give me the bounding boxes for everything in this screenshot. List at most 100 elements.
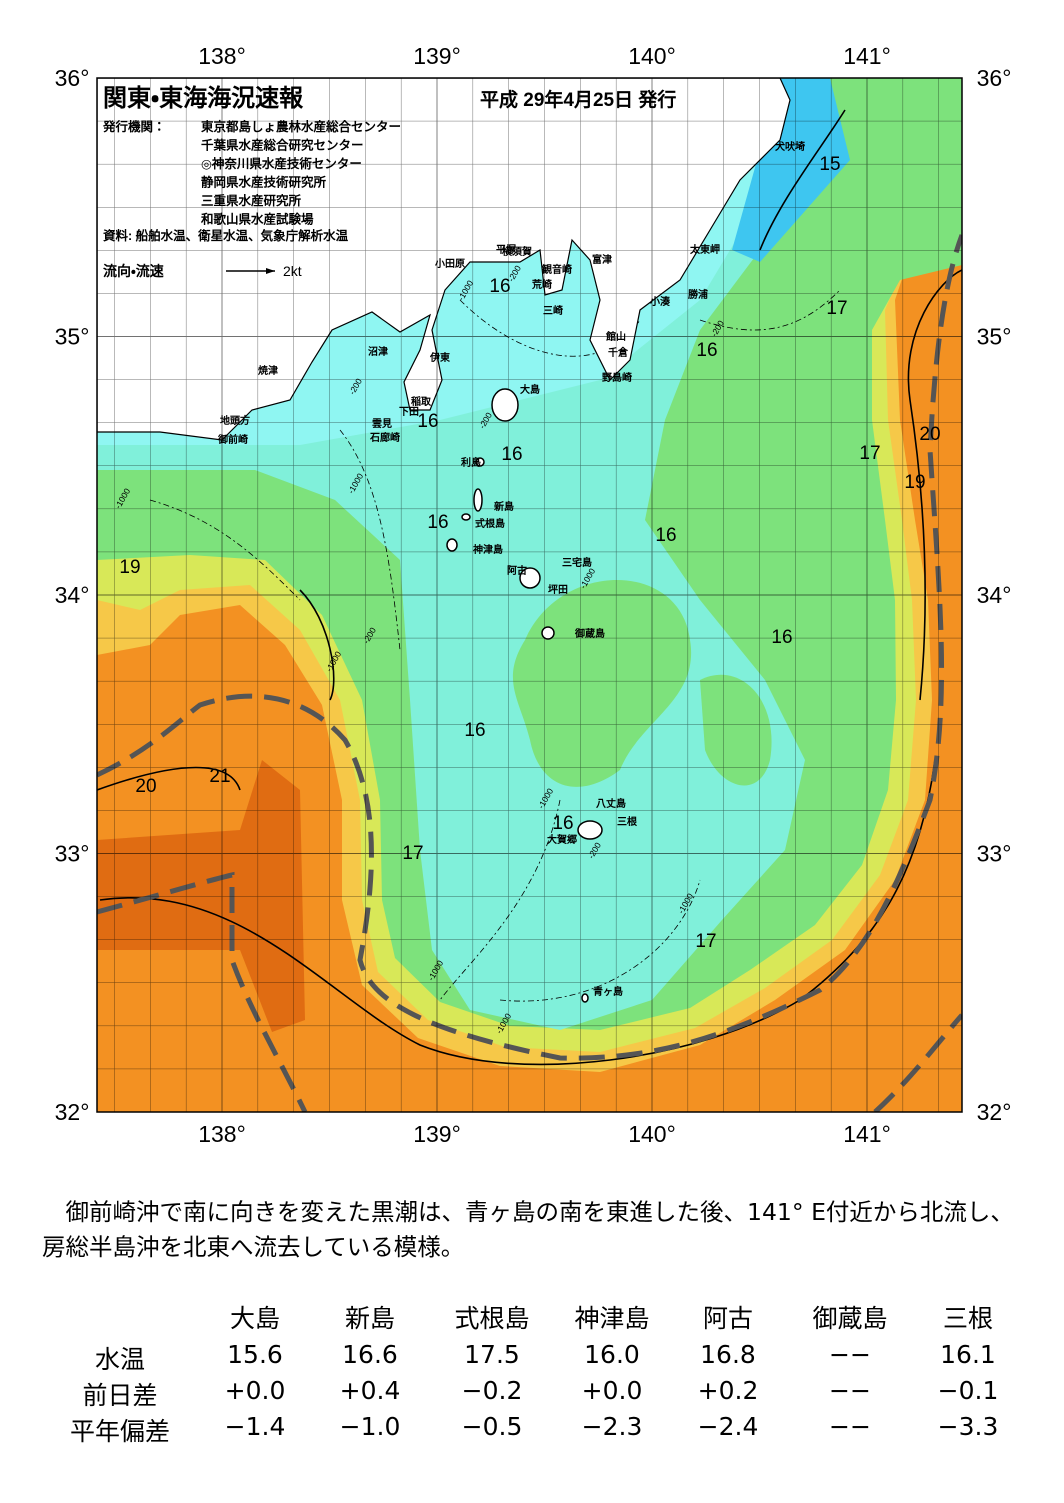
table-cell: −0.2 bbox=[461, 1376, 523, 1405]
place-name: 野島崎 bbox=[602, 371, 632, 384]
place-name: 式根島 bbox=[475, 517, 505, 530]
table-cell: −1.4 bbox=[224, 1412, 286, 1441]
isotherm-label: 16 bbox=[552, 813, 573, 834]
place-name: 勝浦 bbox=[688, 288, 708, 301]
column-header: 新島 bbox=[344, 1304, 395, 1333]
place-name: 御蔵島 bbox=[574, 627, 605, 640]
place-name: 三崎 bbox=[543, 304, 563, 317]
place-name: 富津 bbox=[592, 253, 612, 266]
place-name: 犬吠埼 bbox=[775, 140, 805, 153]
isotherm-label: 16 bbox=[427, 512, 448, 533]
latitude-label: 32° bbox=[55, 1099, 90, 1125]
table-cell: −0.1 bbox=[937, 1376, 999, 1405]
table-cell: −− bbox=[829, 1412, 871, 1441]
issue-date: 平成 29年4月25日 発行 bbox=[480, 88, 676, 111]
latitude-label: 36° bbox=[977, 65, 1012, 91]
place-name: 三根 bbox=[617, 815, 638, 828]
place-name: 利島 bbox=[461, 456, 481, 469]
publisher-label: 発行機関： bbox=[102, 119, 166, 134]
publisher: 東京都島しょ農林水産総合センター bbox=[201, 119, 401, 134]
isotherm-label: 19 bbox=[119, 557, 140, 578]
isotherm-label: 16 bbox=[655, 525, 676, 546]
table-cell: −− bbox=[829, 1376, 871, 1405]
place-name: 小湊 bbox=[649, 295, 671, 308]
isotherm-label: 21 bbox=[209, 766, 230, 787]
latitude-label: 33° bbox=[55, 841, 90, 867]
place-name: 平塚 bbox=[496, 243, 517, 256]
isotherm-label: 17 bbox=[859, 443, 880, 464]
data-source: 資料: 船舶水温、衛星水温、気象庁解析水温 bbox=[103, 228, 349, 243]
latitude-label: 35° bbox=[977, 324, 1012, 350]
summary-text: 御前崎沖で南に向きを変えた黒潮は、青ヶ島の南を東進した後、141° E付近から北… bbox=[42, 1198, 1014, 1261]
longitude-label: 141° bbox=[843, 1121, 891, 1147]
table-cell: −2.3 bbox=[581, 1412, 643, 1441]
place-name: 稲取 bbox=[411, 395, 432, 408]
flow-legend-label: 流向・流速 bbox=[103, 263, 164, 279]
isotherm-label: 17 bbox=[402, 843, 423, 864]
place-name: 千倉 bbox=[608, 346, 629, 359]
isotherm-label: 16 bbox=[464, 720, 485, 741]
place-name: 坪田 bbox=[548, 583, 568, 596]
place-name: 大賀郷 bbox=[547, 833, 577, 846]
longitude-label: 138° bbox=[198, 1121, 246, 1147]
column-header: 式根島 bbox=[454, 1304, 530, 1333]
place-name: 御前崎 bbox=[217, 433, 248, 446]
place-name: 神津島 bbox=[472, 543, 503, 556]
table-cell: −− bbox=[829, 1340, 871, 1369]
flow-arrow-head bbox=[266, 268, 275, 274]
table-cell: 16.1 bbox=[940, 1340, 996, 1369]
table-cell: −2.4 bbox=[697, 1412, 759, 1441]
column-header: 神津島 bbox=[574, 1304, 650, 1333]
place-name: 小田原 bbox=[434, 257, 465, 270]
row-header: 水温 bbox=[94, 1345, 145, 1374]
publisher: ◎神奈川県水産技術センター bbox=[201, 156, 362, 171]
longitude-label: 140° bbox=[628, 43, 676, 69]
place-name: 太東岬 bbox=[689, 243, 720, 256]
place-name: 青ヶ島 bbox=[593, 985, 623, 998]
sea-temperature-map bbox=[97, 78, 962, 1112]
publisher: 三重県水産研究所 bbox=[201, 193, 302, 208]
table-cell: 15.6 bbox=[227, 1340, 283, 1369]
table-cell: +0.0 bbox=[224, 1376, 286, 1405]
latitude-label: 34° bbox=[55, 582, 90, 608]
row-header: 平年偏差 bbox=[69, 1417, 170, 1446]
table-cell: −1.0 bbox=[339, 1412, 401, 1441]
place-name: 荒崎 bbox=[531, 278, 552, 291]
place-name: 三宅島 bbox=[562, 556, 592, 569]
place-name: 大島 bbox=[520, 383, 540, 396]
table-cell: +0.4 bbox=[339, 1376, 401, 1405]
column-header: 御蔵島 bbox=[812, 1304, 888, 1333]
column-header: 大島 bbox=[229, 1304, 280, 1333]
row-header: 前日差 bbox=[82, 1381, 158, 1410]
place-name: 沼津 bbox=[368, 345, 388, 358]
latitude-label: 32° bbox=[977, 1099, 1012, 1125]
publisher: 和歌山県水産試験場 bbox=[200, 212, 314, 227]
longitude-label: 138° bbox=[198, 43, 246, 69]
place-name: 地頭方 bbox=[220, 414, 250, 427]
isotherm-label: 20 bbox=[919, 424, 940, 445]
isotherm-label: 15 bbox=[819, 154, 840, 175]
table-cell: +0.2 bbox=[697, 1376, 759, 1405]
isotherm-label: 16 bbox=[417, 411, 438, 432]
column-header: 三根 bbox=[942, 1304, 993, 1333]
map: 関東・東海海況速報 平成 29年4月25日 発行 発行機関： 資料: 船舶水温、… bbox=[55, 43, 1012, 1147]
map-title: 関東・東海海況速報 bbox=[103, 84, 304, 112]
place-name: 八丈島 bbox=[596, 797, 626, 810]
place-name: 観音崎 bbox=[542, 263, 572, 276]
isotherm-label: 16 bbox=[501, 444, 522, 465]
place-name: 石廊崎 bbox=[369, 431, 400, 444]
table-cell: 16.6 bbox=[342, 1340, 398, 1369]
latitude-label: 33° bbox=[977, 841, 1012, 867]
column-header: 阿古 bbox=[702, 1304, 753, 1333]
isotherm-label: 16 bbox=[771, 627, 792, 648]
place-name: 伊東 bbox=[429, 351, 450, 364]
place-name: 新島 bbox=[493, 500, 514, 513]
isotherm-label: 17 bbox=[695, 931, 716, 952]
table-cell: −0.5 bbox=[461, 1412, 523, 1441]
table-cell: 16.8 bbox=[700, 1340, 756, 1369]
longitude-label: 141° bbox=[843, 43, 891, 69]
isotherm-label: 16 bbox=[489, 276, 510, 297]
table-cell: 16.0 bbox=[584, 1340, 640, 1369]
place-name: 横須賀 bbox=[502, 245, 532, 258]
